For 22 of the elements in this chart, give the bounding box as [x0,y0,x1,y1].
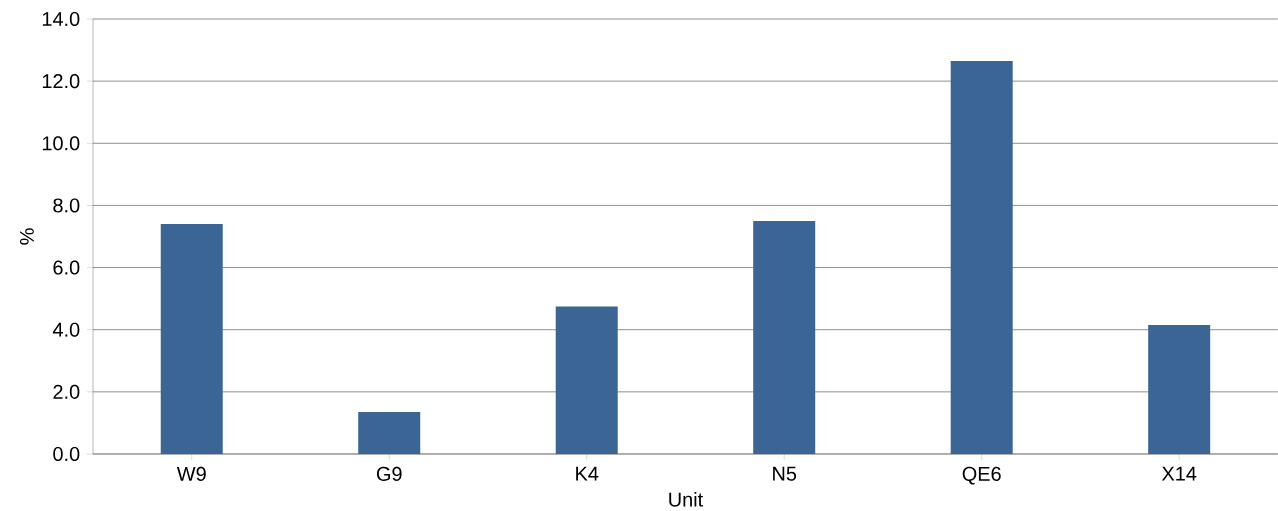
x-tick-label: X14 [1161,466,1197,481]
y-axis-title: % [19,228,34,245]
x-tick-label: QE6 [962,466,1001,485]
bar [555,306,618,454]
x-tick-label: G9 [376,466,402,481]
bar [160,224,223,454]
bar [753,220,816,454]
x-tick-label: W9 [176,466,206,481]
x-tick-label: N5 [773,466,797,481]
y-tick-label: 0.0 [53,446,80,462]
bar [1148,325,1211,454]
y-tick-label: 6.0 [53,260,80,275]
y-tick-label: 14.0 [42,11,80,27]
x-tick-label: K4 [576,466,599,481]
x-axis-title: Unit [669,492,704,507]
y-tick-label: 10.0 [42,136,80,151]
y-tick-label: 4.0 [52,322,80,337]
y-tick-label: 12.0 [42,74,80,89]
y-tick-label: 8.0 [53,198,80,213]
y-tick-label: 2.0 [53,384,80,399]
bar [950,60,1013,454]
bar [358,412,421,454]
